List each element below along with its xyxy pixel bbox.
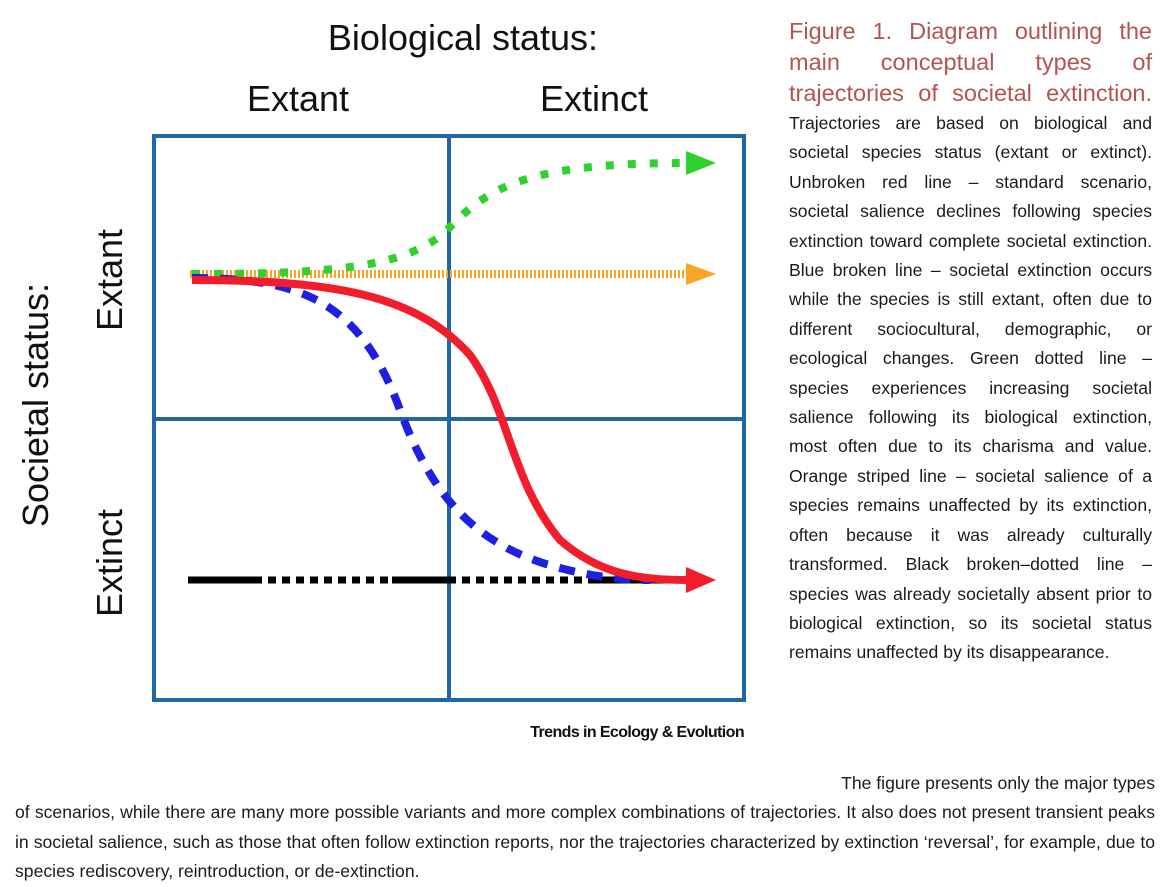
figure-caption-body: Trajectories are based on biological and… xyxy=(789,113,1152,663)
journal-source-label: Trends in Ecology & Evolution xyxy=(530,724,744,741)
red-line xyxy=(191,276,691,584)
orange-arrowhead xyxy=(686,263,716,285)
green-line xyxy=(191,159,687,278)
column-header-extinct: Extinct xyxy=(540,78,648,119)
societal-status-title: Societal status: xyxy=(15,283,56,527)
row-header-extinct: Extinct xyxy=(89,509,130,617)
figure-caption: Figure 1. Diagram outlining the main con… xyxy=(789,16,1152,668)
green-arrowhead xyxy=(686,151,716,175)
column-header-extant: Extant xyxy=(247,78,349,119)
status-grid xyxy=(152,134,746,702)
red-arrowhead xyxy=(686,567,716,593)
trajectory-diagram: Biological status: Extant Extinct Societ… xyxy=(15,17,746,741)
figure-caption-title: Figure 1. Diagram outlining the main con… xyxy=(789,18,1152,106)
green-dotted-trajectory xyxy=(191,151,716,278)
row-header-extant: Extant xyxy=(89,229,130,331)
orange-striped-trajectory xyxy=(190,263,716,285)
figure-caption-continuation-lead: The figure presents only the major types xyxy=(841,773,1155,793)
figure-caption-continuation-text: of scenarios, while there are many more … xyxy=(15,802,1155,882)
biological-status-title: Biological status: xyxy=(328,17,598,58)
blue-broken-trajectory xyxy=(191,274,651,584)
red-unbroken-trajectory xyxy=(191,276,716,593)
figure-caption-continuation: The figure presents only the major types… xyxy=(15,769,1155,887)
